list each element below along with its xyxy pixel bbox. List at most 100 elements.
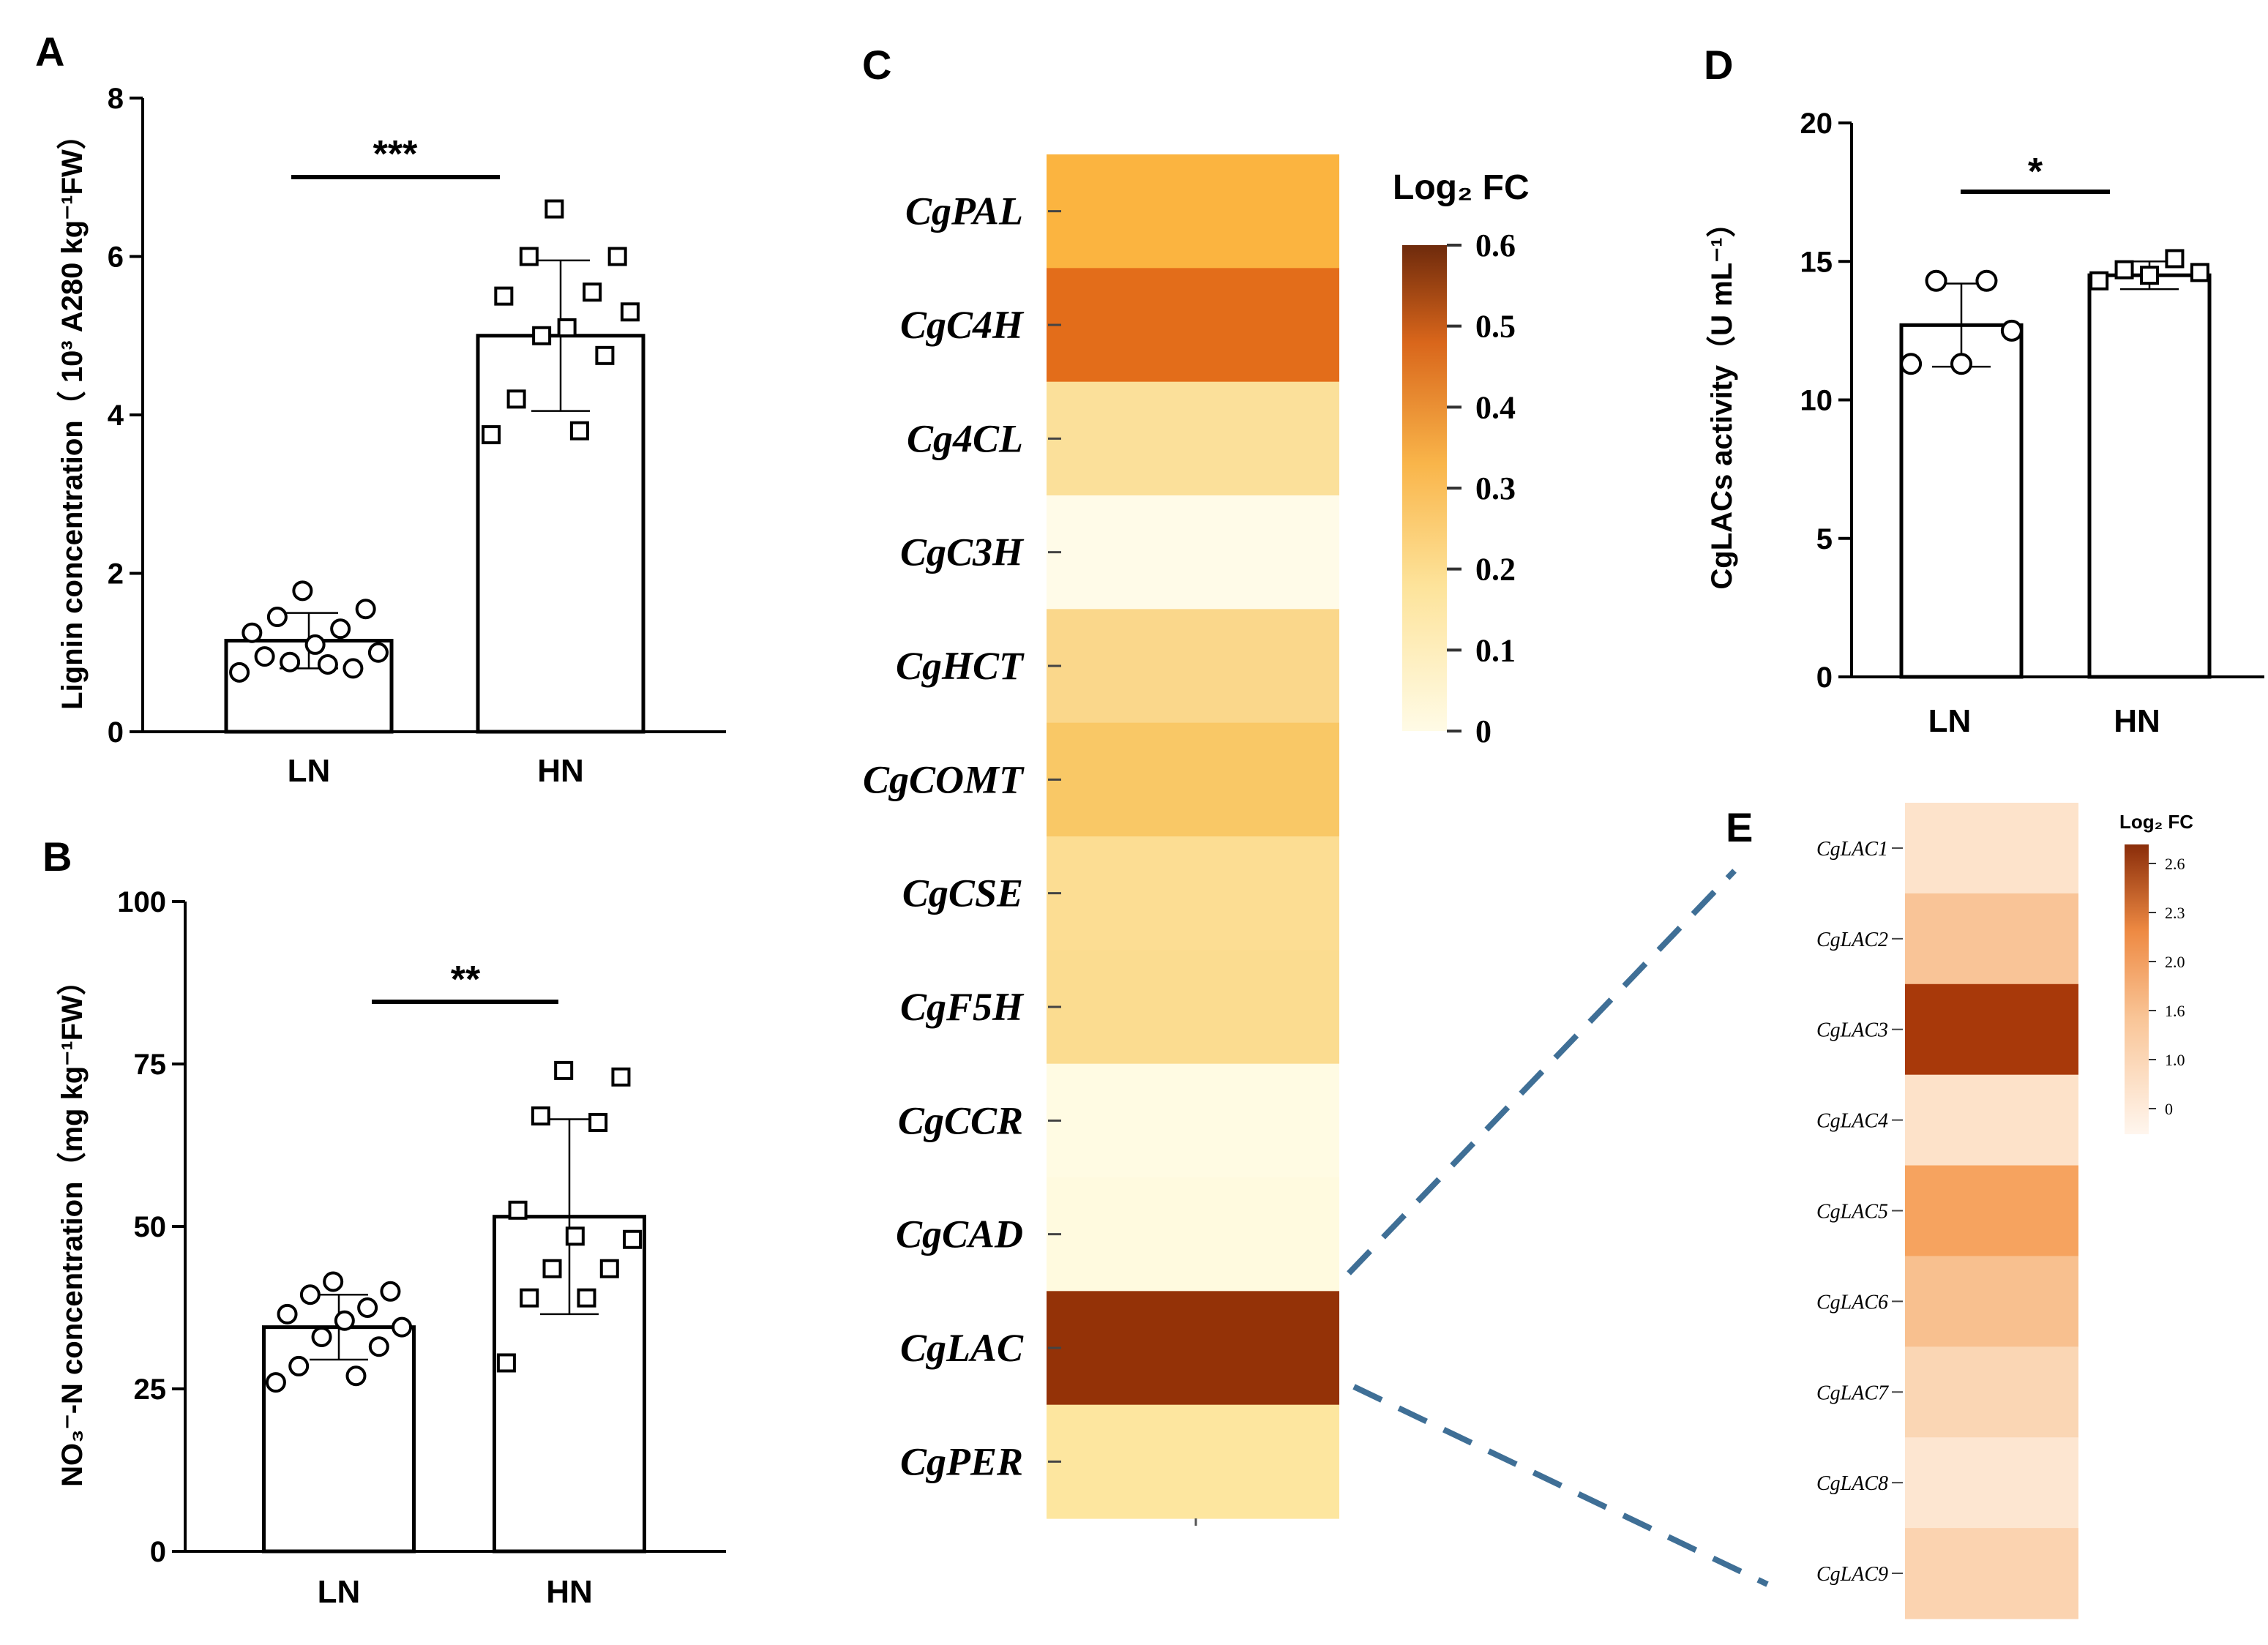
y-tick-label: 4 <box>108 400 124 432</box>
heatmap-cell-cglac8 <box>1905 1437 2078 1529</box>
panel-label-b: B <box>42 833 72 880</box>
data-point <box>265 1372 286 1393</box>
y-tick-label: 5 <box>1816 523 1833 555</box>
colorbar-tick-label: 0.2 <box>1475 552 1516 588</box>
data-point <box>557 318 577 337</box>
data-point <box>299 1284 321 1305</box>
data-point <box>317 653 338 675</box>
colorbar-tick-label: 1.0 <box>2165 1051 2185 1069</box>
row-label: CgLAC4 <box>1816 1110 1888 1133</box>
y-tick-label: 0 <box>150 1536 166 1568</box>
colorbar-tick-label: 2.0 <box>2165 953 2185 971</box>
data-point <box>583 282 602 302</box>
y-tick-label: 100 <box>117 886 166 918</box>
panel-a: A 0 2 4 6 8 *** LN HN Lignin concentration（ … <box>35 29 726 789</box>
data-point <box>392 1316 413 1338</box>
colorbar-tick-label: 0 <box>1475 713 1492 749</box>
row-label: CgCSE <box>902 872 1023 915</box>
data-point <box>311 1326 332 1347</box>
heatmap-cell-cgcomt <box>1047 722 1339 837</box>
panel-label-a: A <box>35 29 64 75</box>
data-point <box>357 1297 378 1318</box>
data-point <box>345 1365 367 1387</box>
panel-c: C CgPAL CgC4H Cg4CL CgC3H CgHCT CgCOMT CgCSE Cg… <box>862 42 1530 1526</box>
data-point <box>544 199 564 219</box>
data-point <box>588 1112 608 1132</box>
data-point <box>494 286 514 306</box>
colorbar-tick-label: 0.3 <box>1475 471 1516 506</box>
data-point <box>542 1259 562 1278</box>
data-point <box>519 247 539 266</box>
row-label: CgCCR <box>898 1098 1023 1142</box>
data-point <box>355 599 376 620</box>
bar-hn <box>2087 273 2212 679</box>
data-point <box>334 1310 355 1331</box>
row-label: CgLAC5 <box>1816 1201 1888 1224</box>
data-point <box>266 607 288 628</box>
row-label: CgLAC8 <box>1816 1472 1888 1495</box>
data-point <box>569 421 589 441</box>
data-point <box>595 345 615 365</box>
row-label: CgLAC <box>900 1326 1024 1370</box>
data-point <box>280 651 301 672</box>
data-point <box>2165 249 2185 269</box>
heatmap-cell-cg4cl <box>1047 381 1339 496</box>
panel-d: D 0 5 10 15 20 * LN HN CgLACs activity（U mL⁻… <box>1704 42 2264 739</box>
data-point <box>623 1229 643 1249</box>
significance-label: *** <box>373 133 418 176</box>
data-point <box>2000 319 2023 342</box>
data-point <box>254 646 275 667</box>
heatmap-cell-cgcad <box>1047 1177 1339 1292</box>
heatmap-cell-cghct <box>1047 609 1339 724</box>
colorbar-tick-label: 2.3 <box>2165 904 2185 922</box>
data-point <box>288 1355 310 1376</box>
colorbar-tick-label: 0.1 <box>1475 632 1516 668</box>
data-point <box>506 389 526 409</box>
y-axis-title: Lignin concentration（ 10³ A280 kg⁻¹FW） <box>56 120 89 710</box>
data-point <box>508 1200 528 1220</box>
y-tick-label: 50 <box>134 1211 167 1243</box>
x-tick-label-hn: HN <box>2114 703 2160 739</box>
panel-e: E CgLAC1 CgLAC2 CgLAC3 CgLAC4 CgLAC5 CgLAC6 Cg… <box>1726 803 2193 1619</box>
heatmap-cell-cglac9 <box>1905 1528 2078 1619</box>
row-label: CgHCT <box>896 644 1025 688</box>
row-label: CgLAC7 <box>1816 1382 1889 1404</box>
heatmap-cell-cgf5h <box>1047 950 1339 1065</box>
data-point <box>496 1353 516 1373</box>
data-point <box>2190 263 2209 282</box>
panel-label-e: E <box>1726 804 1753 850</box>
heatmap-cell-cgpal <box>1047 154 1339 269</box>
data-point <box>554 1060 574 1080</box>
row-label: CgLAC9 <box>1816 1563 1888 1586</box>
x-tick-label-hn: HN <box>546 1574 593 1610</box>
colorbar-tick-label: 0.6 <box>1475 228 1516 263</box>
colorbar <box>2125 844 2149 1134</box>
data-point <box>531 1106 550 1126</box>
y-axis-title: CgLACs activity（U mL⁻¹） <box>1706 208 1738 589</box>
data-point <box>292 580 313 602</box>
data-point <box>330 618 351 640</box>
bar-ln <box>1899 323 2024 679</box>
data-point <box>2140 266 2159 285</box>
data-point <box>2089 271 2109 291</box>
heatmap-cell-cglac5 <box>1905 1165 2078 1257</box>
colorbar-tick-label: 1.6 <box>2165 1002 2185 1020</box>
panel-label-c: C <box>862 42 891 88</box>
heatmap-cell-cgc4h <box>1047 268 1339 383</box>
colorbar-tick-label: 0.4 <box>1475 389 1516 425</box>
heatmap-cell-cgcse <box>1047 836 1339 951</box>
significance-label: ** <box>451 959 481 1001</box>
data-point <box>242 622 263 643</box>
heatmap-cell-cglac <box>1047 1291 1339 1406</box>
data-point <box>620 302 640 322</box>
colorbar-title: Log₂ FC <box>1393 168 1530 207</box>
heatmap-cell-cglac7 <box>1905 1346 2078 1438</box>
data-point <box>323 1271 344 1292</box>
y-tick-label: 75 <box>134 1049 167 1081</box>
row-label: CgCAD <box>896 1213 1023 1256</box>
y-tick-label: 15 <box>1800 246 1833 278</box>
data-point <box>343 658 364 679</box>
heatmap-cell-cglac1 <box>1905 803 2078 894</box>
row-label: CgLAC2 <box>1816 929 1888 951</box>
